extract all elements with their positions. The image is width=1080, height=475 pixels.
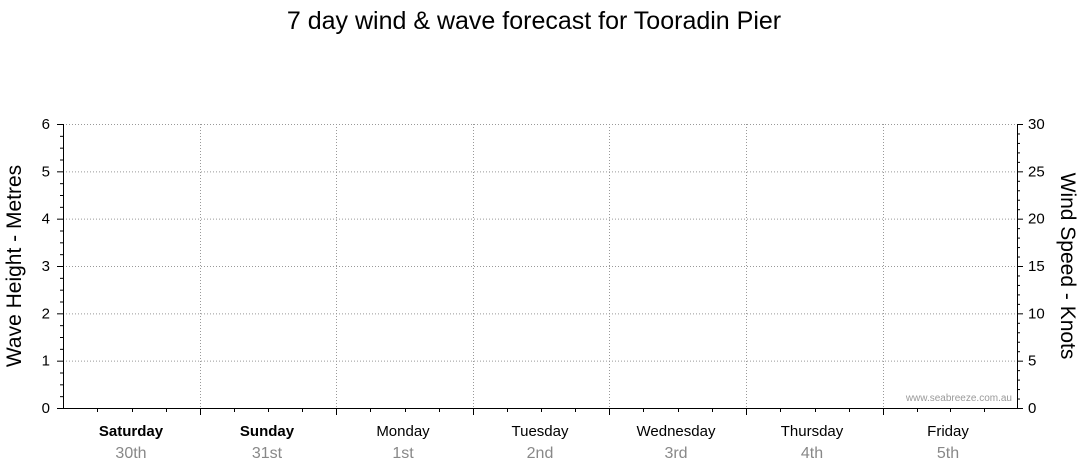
chart-title: 7 day wind & wave forecast for Tooradin …	[287, 7, 781, 35]
watermark-text: www.seabreeze.com.au	[905, 393, 1012, 404]
right-tick-label: 0	[1028, 400, 1036, 417]
left-tick-label: 5	[42, 163, 50, 180]
date-label: 4th	[801, 445, 823, 462]
left-tick-label: 1	[42, 353, 50, 370]
left-tick-label: 2	[42, 305, 50, 322]
day-label: Monday	[376, 423, 430, 440]
left-tick-label: 3	[42, 258, 50, 275]
day-label: Thursday	[781, 423, 844, 440]
right-tick-label: 25	[1028, 163, 1045, 180]
date-label: 30th	[115, 445, 146, 462]
day-label: Saturday	[99, 423, 164, 440]
axes	[57, 124, 1023, 415]
right-tick-label: 10	[1028, 305, 1045, 322]
date-label: 5th	[937, 445, 959, 462]
left-tick-label: 6	[42, 116, 50, 133]
right-tick-label: 15	[1028, 258, 1045, 275]
left-tick-label: 0	[42, 400, 50, 417]
left-tick-label: 4	[42, 211, 50, 228]
day-label: Sunday	[240, 423, 295, 440]
right-axis-title: Wind Speed - Knots	[1056, 173, 1079, 360]
day-label: Friday	[927, 423, 969, 440]
day-label: Tuesday	[512, 423, 569, 440]
right-tick-label: 20	[1028, 211, 1045, 228]
day-label: Wednesday	[637, 423, 716, 440]
tick-labels: 0 1 2 3 4 5 6 0 5 10 15 20 25 30 Saturday 30th Sunday 31s…	[42, 116, 1045, 462]
left-axis-title: Wave Height - Metres	[3, 165, 26, 367]
right-tick-label: 5	[1028, 353, 1036, 370]
grid-lines	[63, 124, 1017, 408]
right-tick-label: 30	[1028, 116, 1045, 133]
date-label: 3rd	[664, 445, 687, 462]
date-label: 2nd	[527, 445, 554, 462]
date-label: 31st	[252, 445, 283, 462]
date-label: 1st	[392, 445, 414, 462]
